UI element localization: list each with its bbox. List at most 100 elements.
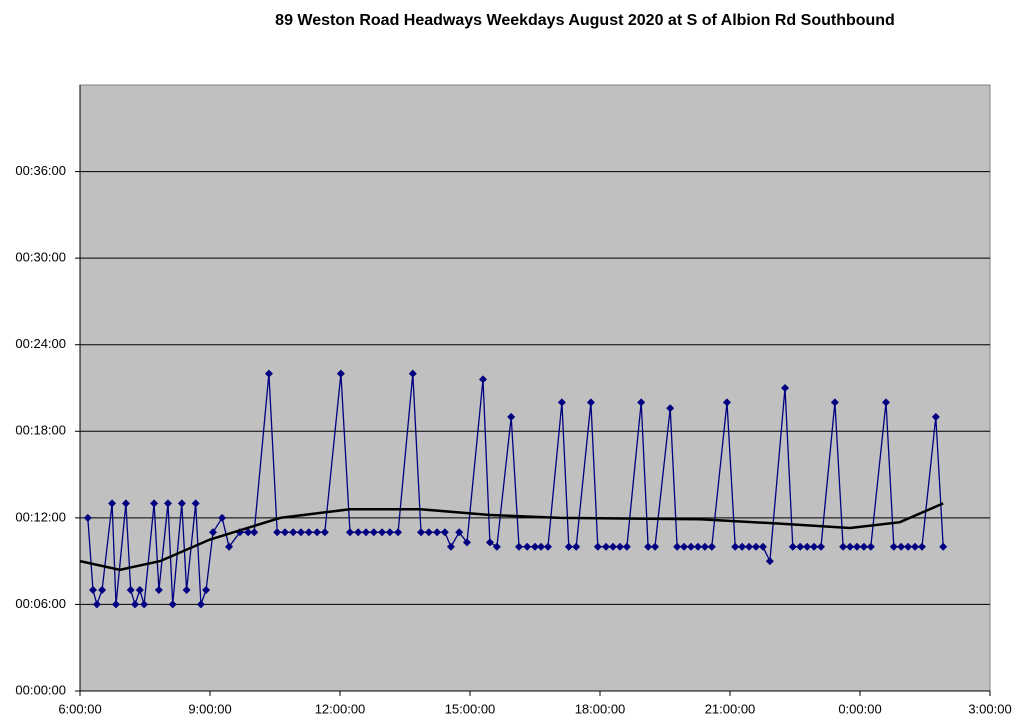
- data-point: [731, 542, 740, 551]
- data-point: [313, 528, 322, 537]
- data-point: [738, 542, 747, 551]
- data-point: [394, 528, 403, 537]
- data-point: [544, 542, 552, 551]
- data-point: [111, 600, 120, 609]
- chart-title: 89 Weston Road Headways Weekdays August …: [275, 12, 895, 29]
- data-point: [586, 398, 595, 407]
- data-point: [911, 542, 920, 551]
- data-point: [609, 542, 617, 551]
- data-point: [485, 538, 494, 547]
- data-point: [140, 600, 149, 609]
- data-point: [514, 542, 523, 551]
- data-point: [917, 542, 926, 551]
- y-tick-label: 00:36:00: [15, 163, 66, 178]
- x-tick-label: 9:00:00: [188, 701, 231, 716]
- data-point: [369, 528, 378, 537]
- data-point: [745, 542, 754, 551]
- data-point: [378, 528, 387, 537]
- data-point: [196, 600, 205, 609]
- data-point: [693, 542, 702, 551]
- data-point: [615, 542, 624, 551]
- data-point: [859, 542, 868, 551]
- data-point: [904, 542, 913, 551]
- data-point: [507, 412, 516, 421]
- data-point: [191, 499, 200, 508]
- y-tick-label: 00:00:00: [15, 682, 66, 697]
- data-point: [362, 528, 370, 537]
- data-point: [433, 528, 442, 537]
- data-point: [345, 528, 354, 537]
- data-point: [92, 600, 101, 609]
- data-point: [866, 542, 875, 551]
- data-point: [939, 542, 948, 551]
- data-point: [98, 586, 107, 594]
- data-point: [722, 398, 731, 407]
- data-point: [602, 542, 611, 551]
- data-point: [250, 528, 259, 537]
- data-point: [424, 528, 433, 537]
- data-point: [557, 398, 566, 407]
- data-point: [564, 542, 573, 551]
- y-tick-label: 00:30:00: [15, 250, 66, 265]
- data-point: [108, 499, 117, 508]
- x-tick-label: 18:00:00: [575, 701, 626, 716]
- data-point: [781, 384, 790, 392]
- data-point: [680, 542, 689, 551]
- y-tick-label: 00:06:00: [15, 596, 66, 611]
- data-point: [492, 542, 501, 551]
- data-point: [126, 586, 135, 594]
- data-point: [304, 528, 313, 537]
- data-point: [796, 542, 805, 551]
- data-point: [280, 528, 289, 537]
- data-point: [462, 538, 471, 547]
- y-tick-label: 00:24:00: [15, 336, 66, 351]
- y-tick-label: 00:18:00: [15, 423, 66, 438]
- x-tick-label: 21:00:00: [705, 701, 756, 716]
- y-tick-label: 00:12:00: [15, 509, 66, 524]
- data-point: [673, 542, 682, 551]
- data-point: [320, 528, 329, 537]
- data-point: [897, 542, 906, 551]
- data-point: [121, 499, 130, 508]
- data-point: [446, 542, 455, 551]
- data-point: [218, 513, 227, 522]
- data-point: [131, 600, 140, 609]
- data-point: [297, 528, 305, 537]
- data-point: [931, 412, 940, 421]
- x-tick-label: 6:00:00: [58, 701, 101, 716]
- data-point: [758, 542, 767, 551]
- data-point: [244, 528, 253, 537]
- x-tick-label: 3:00:00: [968, 701, 1011, 716]
- data-point: [289, 528, 298, 537]
- data-point: [177, 499, 186, 508]
- x-tick-label: 15:00:00: [445, 701, 496, 716]
- data-point: [707, 542, 716, 551]
- data-point: [89, 586, 97, 594]
- data-point: [687, 542, 695, 551]
- data-point: [209, 528, 218, 537]
- data-point: [803, 542, 812, 551]
- data-point: [752, 542, 760, 551]
- x-tick-label: 12:00:00: [315, 701, 366, 716]
- data-point: [537, 542, 546, 551]
- data-point: [150, 499, 159, 508]
- data-point: [788, 542, 797, 551]
- data-point: [852, 542, 861, 551]
- data-point: [846, 542, 855, 551]
- data-point: [385, 528, 394, 537]
- data-point: [817, 542, 825, 551]
- data-point: [889, 542, 898, 551]
- data-point: [83, 513, 92, 522]
- data-point: [135, 586, 144, 594]
- data-point: [417, 528, 426, 537]
- data-point: [273, 528, 282, 537]
- data-point: [354, 528, 363, 537]
- data-point: [666, 404, 675, 413]
- data-point: [225, 542, 234, 551]
- data-point: [154, 586, 163, 594]
- data-point: [531, 542, 539, 551]
- data-point: [163, 499, 172, 508]
- data-point: [637, 398, 646, 407]
- data-point: [455, 528, 464, 537]
- data-point: [882, 398, 890, 407]
